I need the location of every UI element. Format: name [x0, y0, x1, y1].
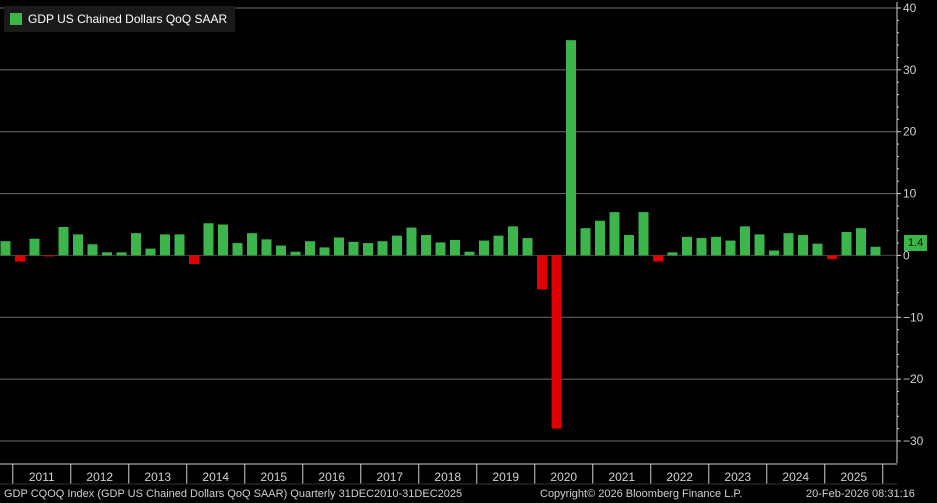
bar [58, 226, 69, 256]
bar [392, 235, 402, 256]
bar [740, 226, 750, 256]
bar [783, 233, 794, 256]
y-tick-label: 40 [903, 1, 917, 15]
bar [609, 212, 620, 256]
bar [232, 243, 243, 256]
bar [363, 243, 373, 256]
x-tick-label: 2020 [550, 470, 577, 484]
bar [406, 227, 417, 256]
bar [116, 252, 127, 256]
bar [522, 238, 533, 256]
bar [276, 245, 286, 256]
bar [305, 241, 315, 256]
bar [682, 236, 692, 256]
bar [551, 255, 562, 429]
x-tick-label: 2023 [724, 470, 751, 484]
bar [624, 235, 634, 256]
bar [29, 238, 40, 256]
bar [595, 220, 605, 256]
legend-label: GDP US Chained Dollars QoQ SAAR [28, 12, 228, 26]
bar [44, 255, 54, 257]
bar [377, 241, 388, 256]
x-tick-label: 2013 [144, 470, 171, 484]
x-tick-label: 2018 [434, 470, 461, 484]
legend-swatch [10, 13, 22, 25]
x-tick-label: 2012 [86, 470, 113, 484]
bar [348, 241, 359, 256]
y-tick-label: −20 [903, 372, 924, 386]
bar [319, 247, 330, 256]
x-tick-label: 2025 [840, 470, 867, 484]
bar [870, 246, 881, 256]
bar [812, 243, 823, 256]
bar [798, 235, 808, 256]
footer-timestamp: 20-Feb-2026 08:31:16 [806, 488, 915, 500]
x-tick-label: 2016 [318, 470, 345, 484]
bar [769, 250, 779, 256]
bar [218, 224, 228, 256]
bar [508, 226, 518, 256]
x-tick-label: 2021 [608, 470, 635, 484]
footer: GDP CQOQ Index (GDP US Chained Dollars Q… [0, 485, 937, 503]
x-tick-label: 2017 [376, 470, 403, 484]
bar [435, 242, 446, 256]
x-tick-label: 2015 [260, 470, 287, 484]
bar [479, 240, 489, 256]
y-tick-label: 20 [903, 125, 917, 139]
bar [653, 255, 663, 262]
footer-copyright: Copyright© 2026 Bloomberg Finance L.P. [540, 488, 743, 500]
bar [566, 40, 576, 256]
bar [0, 241, 11, 256]
bar [493, 235, 504, 256]
bar [334, 237, 344, 256]
bar [856, 228, 866, 256]
x-tick-label: 2014 [202, 470, 229, 484]
bar [102, 252, 112, 256]
bar [145, 248, 156, 256]
legend: GDP US Chained Dollars QoQ SAAR [4, 6, 236, 32]
bar [73, 234, 83, 256]
bar [421, 235, 431, 256]
bar [841, 231, 852, 256]
bar [15, 255, 25, 262]
bar [696, 238, 707, 256]
y-tick-label: 0 [903, 248, 910, 262]
bar [827, 255, 837, 260]
bar [754, 234, 765, 256]
y-tick-label: −30 [903, 434, 924, 448]
y-tick-label: 30 [903, 63, 917, 77]
x-tick-label: 2024 [782, 470, 809, 484]
bar [189, 255, 199, 265]
y-tick-label: −10 [903, 310, 924, 324]
bar [247, 233, 257, 256]
bar [725, 240, 736, 256]
x-tick-label: 2019 [492, 470, 519, 484]
bar [537, 255, 547, 290]
bar [464, 251, 475, 256]
bar [580, 228, 591, 256]
bar [450, 239, 460, 256]
bar [131, 233, 141, 256]
footer-source: GDP CQOQ Index (GDP US Chained Dollars Q… [4, 488, 463, 500]
x-tick-label: 2011 [29, 470, 55, 484]
bar [174, 234, 185, 256]
last-value-badge: 1.4 [904, 234, 928, 251]
bar [290, 251, 301, 256]
bar [87, 244, 98, 256]
bar [638, 212, 649, 256]
bar [261, 239, 272, 256]
bar [667, 252, 678, 256]
x-tick-label: 2022 [666, 470, 693, 484]
bar [711, 236, 721, 256]
bar [160, 234, 170, 256]
bar [203, 223, 214, 256]
y-tick-label: 10 [903, 187, 917, 201]
